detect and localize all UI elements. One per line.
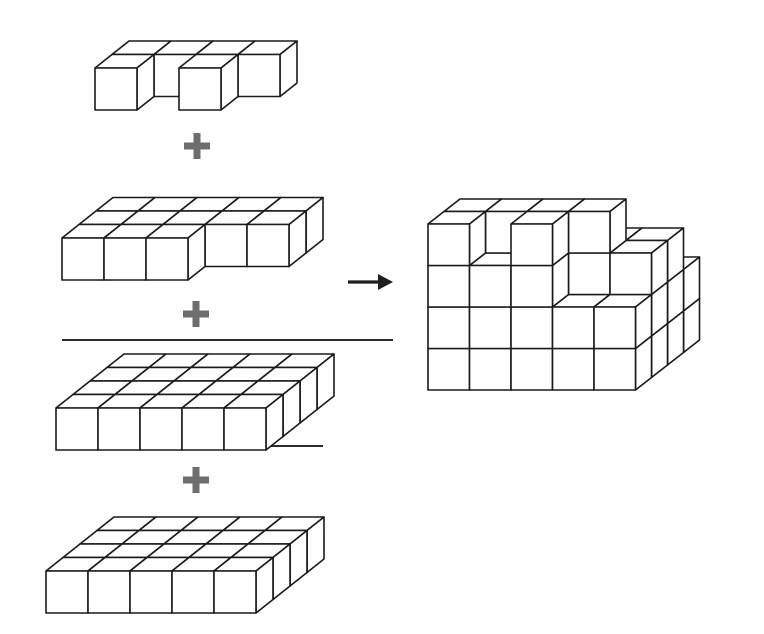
cube-front-face — [468, 264, 512, 308]
cube-front-face — [223, 407, 267, 451]
layer-third-cubes — [55, 353, 335, 451]
plus-icon — [183, 467, 209, 493]
cube-front-face — [61, 237, 105, 281]
cube-front-face — [510, 223, 554, 267]
cube-front-face — [171, 570, 215, 614]
cube-front-face — [510, 347, 554, 391]
plus-icon — [183, 301, 209, 327]
plus-vertical-bar — [192, 467, 200, 493]
assembled-stack-cubes — [427, 198, 701, 391]
cube-front-face — [427, 264, 471, 308]
cube-front-face — [427, 306, 471, 350]
layer-bottom-cubes — [45, 516, 325, 614]
cube-front-face — [178, 67, 222, 111]
cube-front-face — [510, 264, 554, 308]
cube-front-face — [87, 570, 131, 614]
plus-icon — [184, 133, 210, 159]
cube-front-face — [427, 347, 471, 391]
cube-front-face — [427, 223, 471, 267]
cube-front-face — [468, 347, 512, 391]
cube-front-face — [181, 407, 225, 451]
layer-second-cubes — [61, 196, 324, 281]
cube-front-face — [139, 407, 183, 451]
cube-front-face — [213, 570, 257, 614]
cube-front-face — [204, 223, 248, 268]
cube-front-face — [145, 237, 189, 281]
cube-front-face — [609, 252, 653, 296]
cube-front-face — [510, 306, 554, 350]
cube-front-face — [55, 407, 99, 451]
cube-front-face — [97, 407, 141, 451]
cube-front-face — [551, 306, 595, 350]
cube-front-face — [246, 223, 290, 268]
cube-front-face — [567, 252, 611, 296]
cube-front-face — [103, 237, 147, 281]
cube-front-face — [468, 306, 512, 350]
arrow-head — [378, 274, 393, 290]
cube-front-face — [567, 210, 611, 254]
plus-vertical-bar — [193, 133, 201, 159]
cube-front-face — [94, 67, 138, 111]
cube-front-face — [551, 347, 595, 391]
cube-front-face — [593, 306, 637, 350]
layer-top-cubes — [94, 40, 298, 111]
right-arrow-icon — [348, 274, 393, 290]
cube-front-face — [237, 53, 281, 98]
plus-vertical-bar — [192, 301, 200, 327]
cube-front-face — [45, 570, 89, 614]
cube-front-face — [129, 570, 173, 614]
cube-front-face — [593, 347, 637, 391]
